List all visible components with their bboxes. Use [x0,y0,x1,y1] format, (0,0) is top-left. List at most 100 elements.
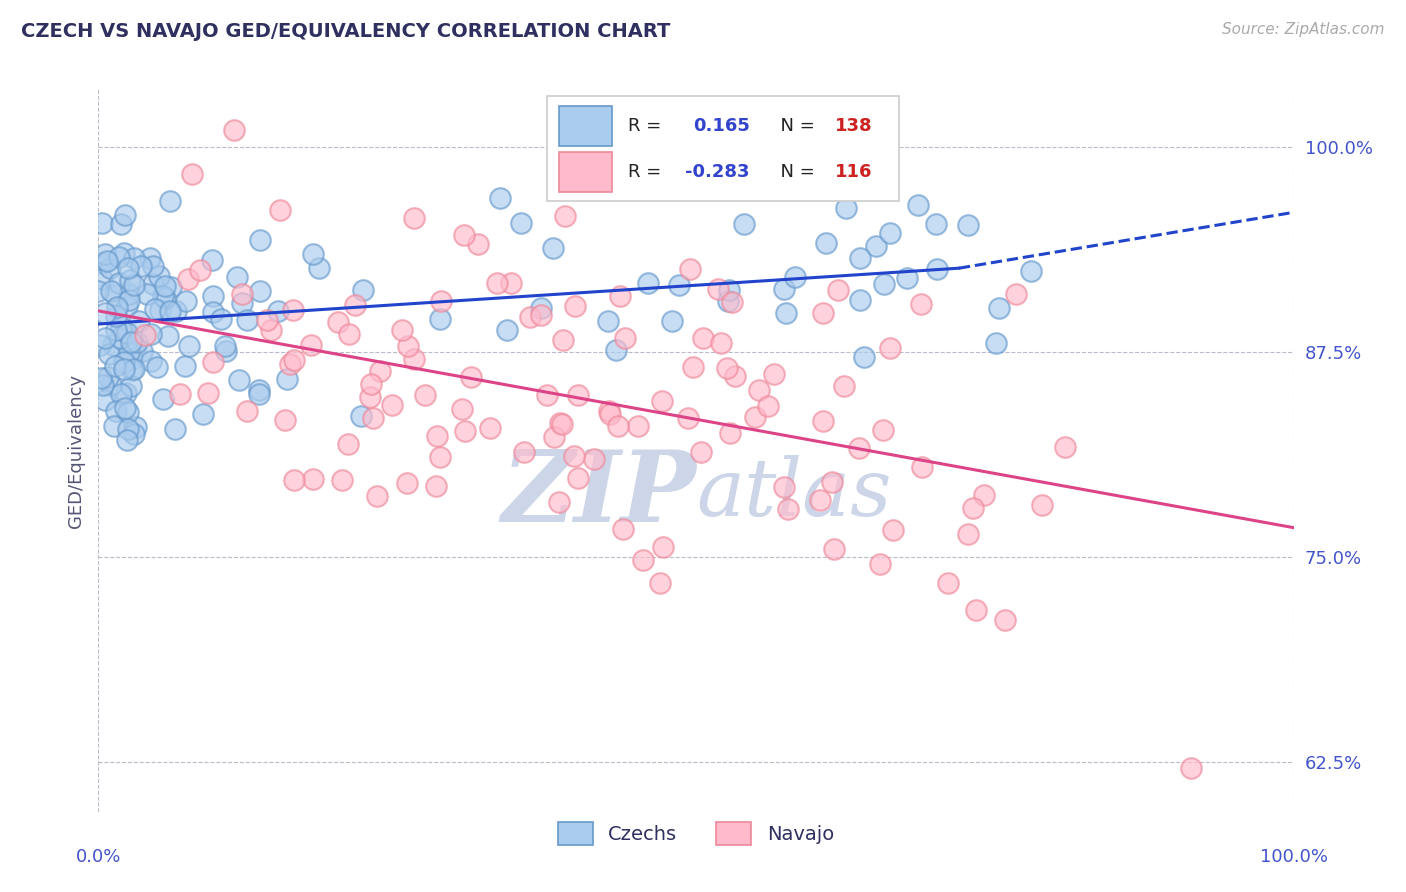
Point [965,603,987,617]
Point [612,523,634,537]
Point [832,378,855,392]
Point [148,269,170,284]
Point [478,421,501,435]
Point [848,441,870,455]
Point [661,314,683,328]
Point [717,284,740,298]
Point [249,233,271,247]
Point [91,256,114,270]
Point [1054,440,1077,454]
Point [564,450,586,464]
Point [91,216,114,230]
Text: Source: ZipAtlas.com: Source: ZipAtlas.com [1222,22,1385,37]
Point [283,473,305,487]
Point [1019,264,1042,278]
Point [177,339,200,353]
Point [89,338,111,352]
Point [110,217,132,231]
Point [956,527,979,541]
Point [153,278,176,293]
Point [773,282,796,296]
Point [429,450,451,464]
Point [485,276,508,290]
Text: N =: N = [769,117,820,135]
Point [551,417,574,431]
Point [142,277,165,291]
Point [882,523,904,537]
Point [94,246,117,260]
Point [359,390,381,404]
Point [710,335,733,350]
Point [124,339,146,353]
Point [131,259,153,273]
Point [104,359,127,373]
Point [548,494,571,508]
Point [108,276,131,290]
Point [302,472,325,486]
Point [159,304,181,318]
Point [114,401,136,416]
Point [94,306,117,320]
Point [177,272,200,286]
Text: ZIP: ZIP [501,446,696,542]
Point [879,227,901,241]
Point [326,315,349,329]
Text: 116: 116 [835,163,872,181]
Point [724,369,747,384]
Point [543,430,565,444]
Point [690,445,713,459]
Point [613,331,636,345]
Point [97,369,120,384]
Point [756,399,779,413]
Point [598,404,620,418]
Point [896,270,918,285]
Legend: Czechs, Navajo: Czechs, Navajo [550,814,842,853]
Point [733,217,755,231]
Point [110,319,132,334]
Point [112,246,135,260]
Point [105,323,128,337]
Point [762,367,785,381]
Point [231,295,253,310]
Point [281,302,304,317]
Point [467,237,489,252]
Point [609,289,631,303]
Point [145,302,167,317]
Point [426,429,449,443]
Point [648,576,671,591]
Text: 0.165: 0.165 [693,117,751,135]
Point [188,263,211,277]
Point [108,331,131,345]
Point [112,361,135,376]
Point [911,459,934,474]
Point [429,293,451,308]
Point [821,475,844,490]
Point [107,250,129,264]
Point [553,333,575,347]
Point [202,289,225,303]
Point [460,370,482,384]
Point [360,377,382,392]
Point [122,251,145,265]
Point [813,306,835,320]
Point [404,211,426,225]
Point [259,323,281,337]
Point [152,392,174,406]
Point [453,228,475,243]
Text: R =: R = [628,117,672,135]
FancyBboxPatch shape [558,152,613,192]
Point [214,338,236,352]
FancyBboxPatch shape [558,106,613,145]
Point [98,347,121,361]
Point [118,344,141,359]
Point [267,304,290,318]
Point [962,501,984,516]
Point [548,416,571,430]
Point [180,167,202,181]
Point [209,312,232,326]
Point [554,209,576,223]
Point [125,420,148,434]
Point [236,312,259,326]
Point [330,473,353,487]
Point [987,301,1010,315]
